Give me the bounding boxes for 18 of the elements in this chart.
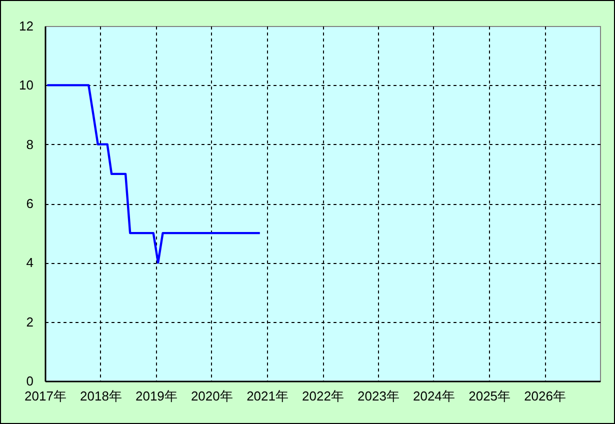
x-tick-label: 2019年 bbox=[135, 388, 178, 404]
y-tick-label: 0 bbox=[26, 374, 34, 388]
y-tick-label: 8 bbox=[26, 136, 34, 152]
x-tick-label: 2020年 bbox=[190, 388, 233, 404]
x-tick-label: 2026年 bbox=[524, 388, 566, 404]
y-tick-label: 6 bbox=[26, 196, 34, 211]
y-tick-label: 4 bbox=[26, 255, 34, 270]
line-series bbox=[46, 84, 261, 264]
y-tick-label: 12 bbox=[19, 18, 34, 34]
x-tick-label: 2023年 bbox=[358, 388, 400, 404]
x-tick-label: 2021年 bbox=[246, 388, 288, 404]
y-tick-label: 2 bbox=[26, 314, 34, 330]
x-tick-label: 2024年 bbox=[412, 388, 455, 404]
x-tick-label: 2017年 bbox=[24, 388, 66, 404]
x-tick-label: 2018年 bbox=[80, 388, 122, 404]
y-tick-label: 10 bbox=[19, 78, 34, 93]
x-tick-label: 2025年 bbox=[468, 388, 511, 404]
x-tick-label: 2022年 bbox=[302, 388, 344, 404]
